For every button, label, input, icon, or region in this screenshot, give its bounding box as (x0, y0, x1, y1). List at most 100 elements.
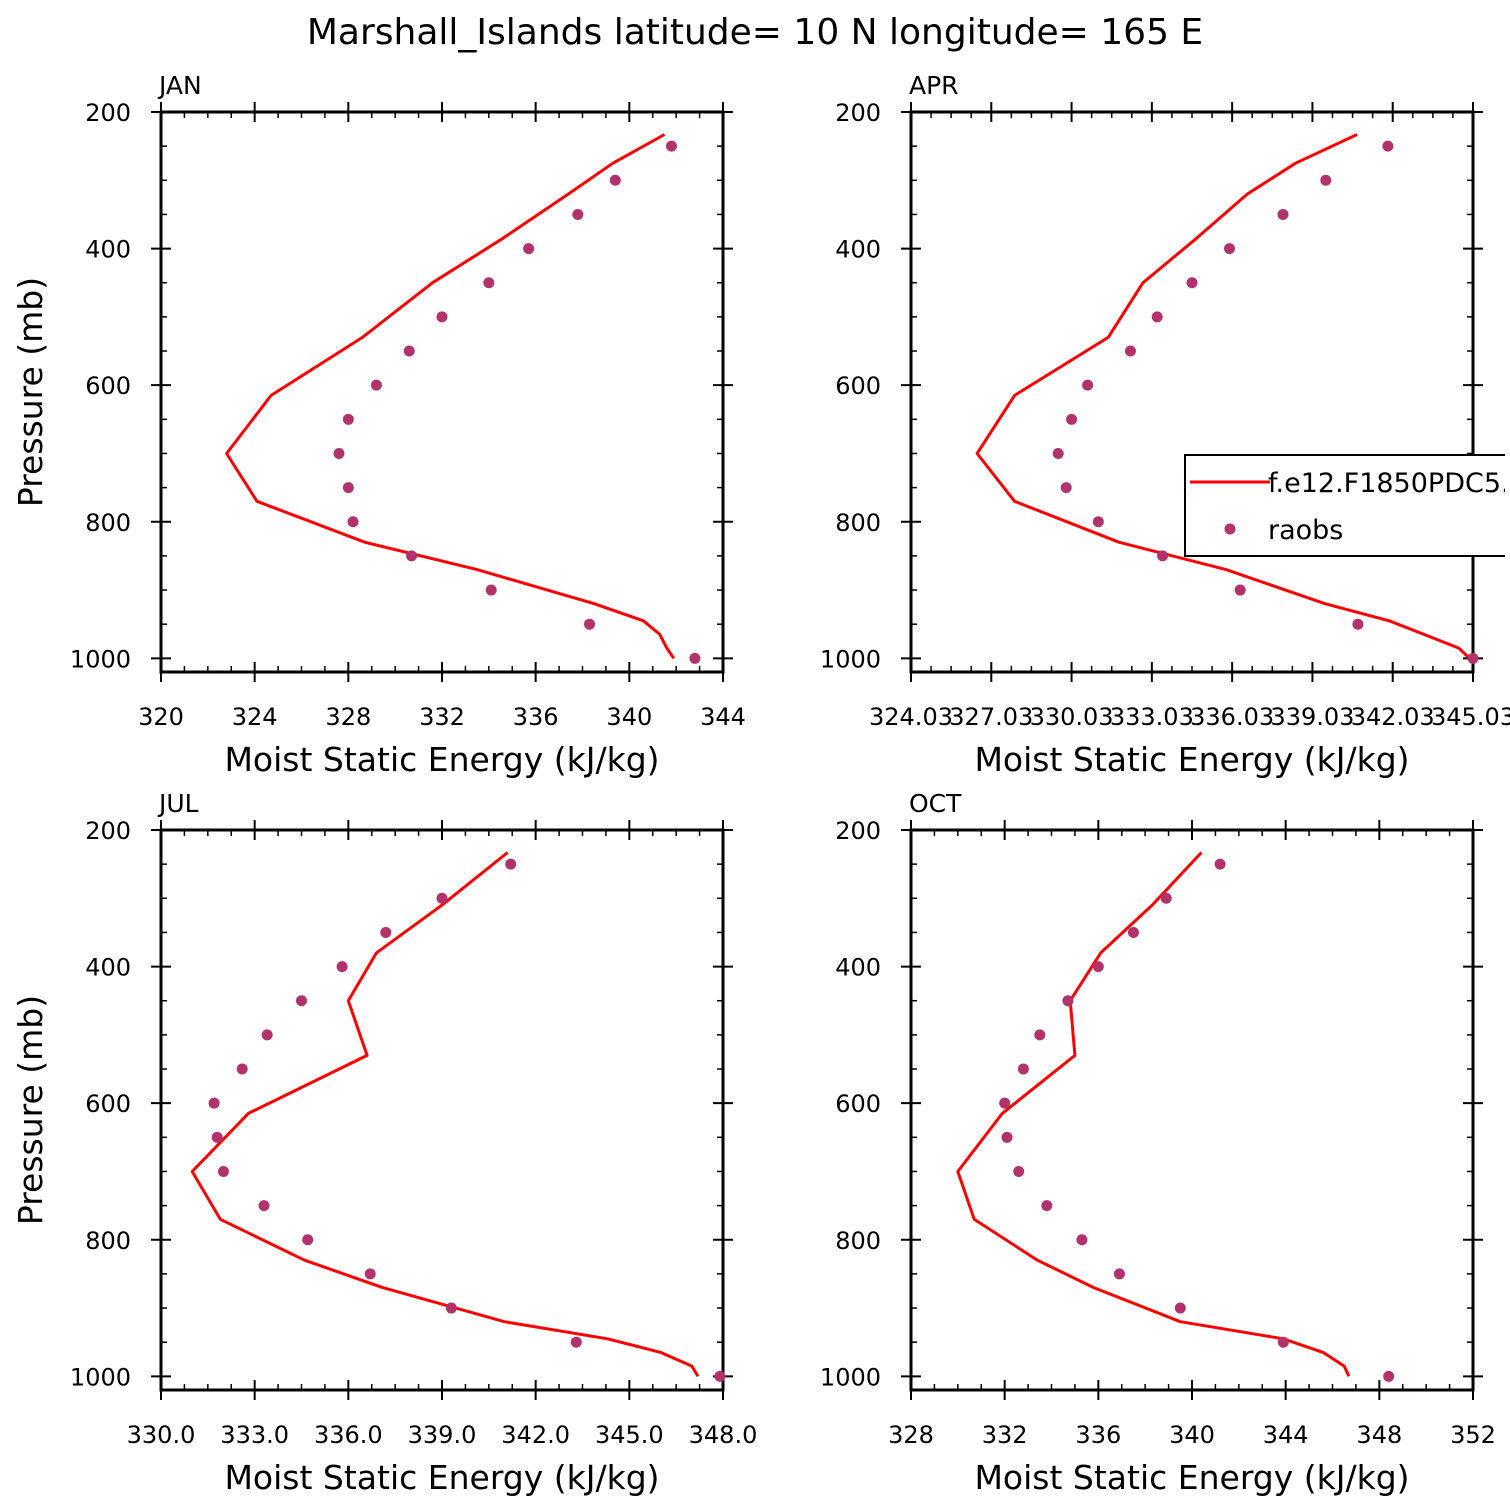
raobs-point (665, 140, 677, 152)
y-tick-label: 800 (835, 1227, 881, 1255)
x-tick-label: 324 (232, 703, 278, 731)
raobs-point (1186, 277, 1198, 289)
y-axis-title: Pressure (mb) (11, 277, 50, 507)
x-axis-title: Moist Static Energy (kJ/kg) (224, 1458, 659, 1497)
raobs-point (1017, 1063, 1029, 1075)
raobs-point (572, 208, 584, 220)
raobs-point (1076, 1234, 1088, 1246)
raobs-point (1013, 1165, 1025, 1177)
raobs-point (1113, 1268, 1125, 1280)
panel-month-label: JAN (157, 71, 202, 100)
x-tick-label: 344 (700, 703, 746, 731)
raobs-point (523, 243, 535, 255)
raobs-point (1034, 1029, 1046, 1041)
raobs-point (236, 1063, 248, 1075)
x-tick-label: 328 (325, 703, 371, 731)
raobs-point (436, 892, 448, 904)
x-tick-label: 327.03 (949, 703, 1033, 731)
x-tick-label: 332 (982, 1421, 1028, 1449)
x-tick-label: 345.0 (595, 1421, 664, 1449)
raobs-point (1320, 174, 1332, 186)
x-tick-label: 352 (1450, 1421, 1496, 1449)
y-tick-label: 600 (835, 1090, 881, 1118)
raobs-point (609, 174, 621, 186)
raobs-point (1062, 995, 1074, 1007)
raobs-point (483, 277, 495, 289)
raobs-point (1092, 961, 1104, 973)
panel-month-label: JUL (157, 789, 199, 818)
x-tick-label: 348 (1356, 1421, 1402, 1449)
y-tick-label: 400 (835, 954, 881, 982)
raobs-point (1214, 858, 1226, 870)
raobs-point (570, 1336, 582, 1348)
x-tick-label: 339.0 (408, 1421, 477, 1449)
y-tick-label: 1000 (820, 645, 881, 673)
y-tick-label: 200 (85, 817, 131, 845)
raobs-point (370, 379, 382, 391)
x-tick-label: 336 (1075, 1421, 1121, 1449)
raobs-point (208, 1097, 220, 1109)
raobs-point (1223, 243, 1235, 255)
x-tick-label: 336.03 (1190, 703, 1274, 731)
model-line (975, 133, 1471, 660)
raobs-point (1174, 1302, 1186, 1314)
raobs-point (296, 995, 307, 1007)
model-line (225, 133, 676, 660)
x-tick-label: 340 (606, 703, 652, 731)
y-tick-label: 1000 (70, 645, 131, 673)
model-line (190, 851, 700, 1378)
x-tick-label: 336.0 (314, 1421, 383, 1449)
raobs-point (714, 1370, 726, 1382)
plot-frame (909, 828, 1475, 1392)
plot-frame (159, 828, 725, 1392)
raobs-point (261, 1029, 273, 1041)
raobs-point (689, 652, 701, 664)
raobs-point (1157, 550, 1169, 562)
legend-obs-label: raobs (1268, 515, 1343, 546)
raobs-point (485, 584, 497, 596)
raobs-point (258, 1200, 270, 1212)
y-tick-label: 1000 (820, 1363, 881, 1391)
y-tick-label: 200 (85, 99, 131, 127)
raobs-point (1060, 482, 1072, 494)
plot-frame (909, 110, 1475, 674)
x-tick-label: 324.03 (869, 703, 953, 731)
x-tick-label: 336 (513, 703, 559, 731)
raobs-point (584, 618, 596, 630)
raobs-point (1382, 140, 1394, 152)
x-axis-title: Moist Static Energy (kJ/kg) (224, 740, 659, 779)
y-tick-label: 400 (835, 236, 881, 264)
y-tick-label: 800 (85, 509, 131, 537)
raobs-point (1277, 1336, 1289, 1348)
raobs-point (342, 482, 354, 494)
panel-oct: OCT 200 400 600 800 1000 328 332 336 340 344 348 352… (820, 789, 1496, 1497)
x-tick-label: 333.0 (220, 1421, 289, 1449)
raobs-point (1066, 413, 1078, 425)
raobs-point (1352, 618, 1364, 630)
x-tick-label: 320 (138, 703, 184, 731)
x-tick-label: 345.03 (1431, 703, 1510, 731)
panel-jan: JAN 200 400 600 800 1000 320 324 328 332 336 340 344… (11, 71, 746, 779)
panel-jul: JUL 200 400 600 800 1000 330.0 333.0 336.0 339.0 3… (11, 789, 757, 1497)
y-tick-label: 400 (85, 954, 131, 982)
legend-model-label: f.e12.F1850PDC5.f09_f09.cosp (1268, 468, 1510, 499)
panel-month-label: OCT (909, 789, 962, 818)
raobs-point (1041, 1200, 1053, 1212)
y-tick-label: 600 (85, 372, 131, 400)
raobs-point (302, 1234, 314, 1246)
y-tick-label: 600 (835, 372, 881, 400)
raobs-point (217, 1165, 229, 1177)
raobs-point (406, 550, 418, 562)
legend-box (1184, 454, 1505, 557)
y-tick-label: 800 (85, 1227, 131, 1255)
raobs-point (1277, 208, 1289, 220)
raobs-point (336, 961, 348, 973)
legend: f.e12.F1850PDC5.f09_f09.cospraobs (1184, 454, 1510, 557)
raobs-point (1052, 447, 1064, 459)
model-line (956, 851, 1351, 1377)
raobs-point (1124, 345, 1136, 357)
raobs-point (445, 1302, 457, 1314)
raobs-point (1467, 652, 1479, 664)
y-tick-label: 600 (85, 1090, 131, 1118)
